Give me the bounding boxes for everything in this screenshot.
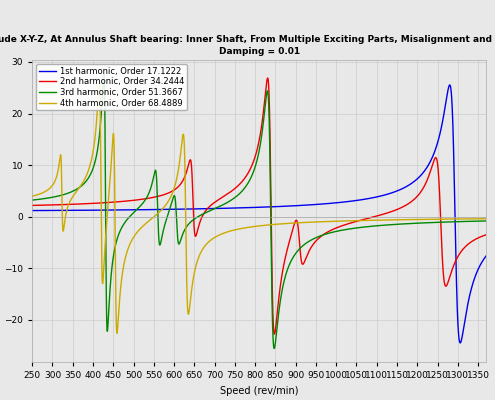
4th harmonic, Order 68.4889 — [301, 220, 307, 225]
2nd harmonic, Order 34.2444 — [301, 259, 307, 264]
2nd harmonic, Order 34.2444 — [368, 215, 374, 220]
Title: Force, Magnitude X-Y-Z, At Annulus Shaft bearing: Inner Shaft, From Multiple Exc: Force, Magnitude X-Y-Z, At Annulus Shaft… — [0, 35, 495, 56]
1st harmonic, Order 17.1222 — [402, 185, 408, 190]
Line: 3rd harmonic, Order 51.3667: 3rd harmonic, Order 51.3667 — [32, 74, 486, 348]
1st harmonic, Order 17.1222 — [112, 208, 118, 212]
4th harmonic, Order 68.4889 — [325, 219, 331, 224]
Line: 4th harmonic, Order 68.4889: 4th harmonic, Order 68.4889 — [32, 84, 486, 333]
3rd harmonic, Order 51.3667 — [325, 231, 331, 236]
4th harmonic, Order 68.4889 — [114, 331, 120, 336]
3rd harmonic, Order 51.3667 — [29, 198, 35, 202]
3rd harmonic, Order 51.3667 — [483, 218, 489, 223]
3rd harmonic, Order 51.3667 — [402, 221, 408, 226]
3rd harmonic, Order 51.3667 — [301, 242, 307, 247]
1st harmonic, Order 17.1222 — [483, 254, 489, 258]
3rd harmonic, Order 51.3667 — [368, 224, 374, 229]
3rd harmonic, Order 51.3667 — [101, 71, 107, 76]
3rd harmonic, Order 51.3667 — [112, 246, 118, 251]
2nd harmonic, Order 34.2444 — [402, 203, 408, 208]
4th harmonic, Order 68.4889 — [402, 217, 408, 222]
2nd harmonic, Order 34.2444 — [112, 200, 118, 204]
3rd harmonic, Order 51.3667 — [203, 210, 209, 215]
2nd harmonic, Order 34.2444 — [29, 203, 35, 208]
2nd harmonic, Order 34.2444 — [325, 230, 331, 234]
Line: 1st harmonic, Order 17.1222: 1st harmonic, Order 17.1222 — [32, 85, 486, 343]
3rd harmonic, Order 51.3667 — [271, 346, 277, 351]
1st harmonic, Order 17.1222 — [457, 340, 463, 345]
4th harmonic, Order 68.4889 — [368, 218, 374, 223]
1st harmonic, Order 17.1222 — [202, 206, 208, 211]
1st harmonic, Order 17.1222 — [301, 203, 307, 208]
4th harmonic, Order 68.4889 — [112, 188, 118, 193]
2nd harmonic, Order 34.2444 — [202, 208, 208, 213]
Line: 2nd harmonic, Order 34.2444: 2nd harmonic, Order 34.2444 — [32, 78, 486, 334]
4th harmonic, Order 68.4889 — [483, 216, 489, 221]
4th harmonic, Order 68.4889 — [29, 194, 35, 199]
1st harmonic, Order 17.1222 — [29, 208, 35, 213]
1st harmonic, Order 17.1222 — [324, 201, 330, 206]
1st harmonic, Order 17.1222 — [368, 196, 374, 200]
4th harmonic, Order 68.4889 — [97, 81, 102, 86]
4th harmonic, Order 68.4889 — [203, 242, 209, 247]
2nd harmonic, Order 34.2444 — [483, 232, 489, 237]
1st harmonic, Order 17.1222 — [447, 82, 453, 87]
X-axis label: Speed (rev/min): Speed (rev/min) — [220, 386, 298, 396]
2nd harmonic, Order 34.2444 — [271, 332, 277, 336]
Legend: 1st harmonic, Order 17.1222, 2nd harmonic, Order 34.2444, 3rd harmonic, Order 51: 1st harmonic, Order 17.1222, 2nd harmoni… — [36, 64, 187, 110]
2nd harmonic, Order 34.2444 — [265, 76, 271, 80]
